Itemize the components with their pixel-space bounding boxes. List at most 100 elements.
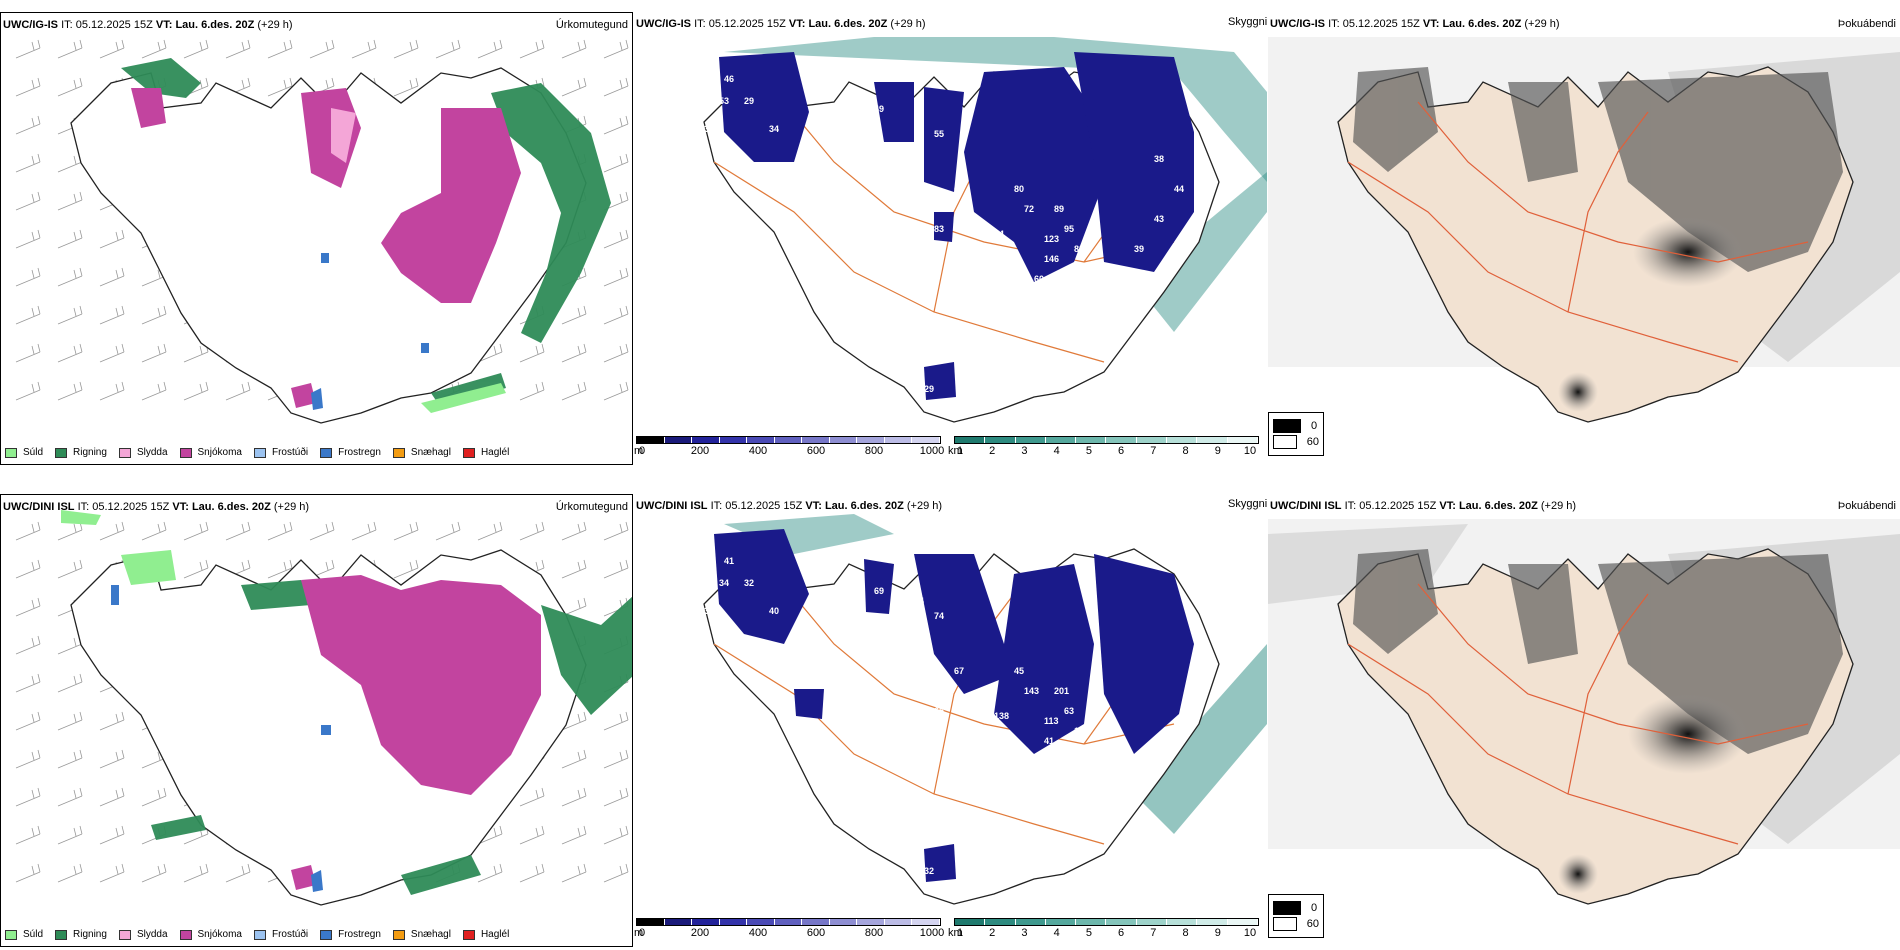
roads	[1347, 583, 1809, 845]
wind-barb	[15, 115, 41, 135]
wind-barb	[99, 863, 125, 883]
legend-swatch	[55, 929, 68, 940]
wind-barb	[57, 559, 83, 579]
wind-barb	[183, 559, 209, 579]
convection-label: 25	[1074, 746, 1084, 756]
colorbar-segment	[955, 919, 986, 925]
colorbar-tick: 400	[748, 445, 768, 457]
wind-barb	[477, 343, 503, 363]
wind-barb	[15, 305, 41, 325]
colorbar-tick: 800	[864, 927, 884, 939]
wind-barb	[519, 787, 545, 807]
wind-barb	[435, 521, 461, 541]
colorbar-segment	[802, 437, 830, 443]
wind-barb	[15, 77, 41, 97]
wind-barb	[57, 749, 83, 769]
wind-barb	[561, 77, 587, 97]
colorbar-segment	[1076, 919, 1107, 925]
convection-label: 83	[934, 224, 944, 234]
wind-barb	[519, 825, 545, 845]
fog-map-row2: UWC/DINI ISL IT: 05.12.2025 15Z VT: Lau.…	[1268, 494, 1900, 947]
convection-label: 40	[1094, 766, 1104, 776]
wind-barb	[57, 305, 83, 325]
wind-barb	[393, 77, 419, 97]
wind-barb	[519, 863, 545, 883]
wind-barb	[141, 787, 167, 807]
fog-map-row1: UWC/IG-IS IT: 05.12.2025 15Z VT: Lau. 6.…	[1268, 12, 1900, 465]
wind-barb	[393, 559, 419, 579]
wind-barb	[99, 267, 125, 287]
sky-map-svg: 46 53 29 38 34 57 45 51 77 49 45 55 65 54 83 48 80 44 72 89…	[703, 37, 1267, 423]
sky-title: Skyggni	[1228, 16, 1268, 28]
wind-barb	[225, 863, 251, 883]
colorbar-segment	[857, 437, 885, 443]
colorbar-segment	[1167, 437, 1198, 443]
wind-barb	[603, 153, 629, 173]
wind-barb	[15, 229, 41, 249]
convection-label: 38	[734, 636, 744, 646]
wind-barb	[15, 559, 41, 579]
convection-label: 45	[1014, 666, 1024, 676]
blue-convection	[714, 529, 1194, 882]
colorbar-tick: 600	[806, 927, 826, 939]
sky-title: Skyggni	[1228, 498, 1268, 510]
colorbar-tick: 200	[690, 445, 710, 457]
colorbar-segment	[912, 919, 941, 925]
convection-label: 49	[874, 104, 884, 114]
colorbar-segment	[719, 919, 748, 925]
cloud-colorbar: km 1 2 3 4 5 6 7 8 9 10	[948, 918, 1259, 941]
convection-label: 45	[914, 114, 924, 124]
map-header: UWC/DINI ISL IT: 05.12.2025 15Z VT: Lau.…	[3, 501, 310, 513]
convection-label: 63	[1064, 706, 1074, 716]
wind-barb	[99, 825, 125, 845]
wind-barb	[57, 77, 83, 97]
precip-title: Úrkomutegund	[555, 19, 628, 31]
wind-barb	[351, 521, 377, 541]
convection-label: 57	[734, 154, 744, 164]
convection-label: 146	[1014, 746, 1029, 756]
convection-label: 38	[1154, 154, 1164, 164]
convection-label: 35	[994, 756, 1004, 766]
legend-item: Rigning	[55, 929, 107, 940]
colorbar-segment	[985, 919, 1016, 925]
wind-barb	[99, 711, 125, 731]
precip-legend: Súld Rigning Slydda Snjókoma Frostúði Frostre…	[5, 929, 509, 940]
height-colorbar: m 0 200 400 600 800 1000	[634, 918, 944, 941]
legend-item: Haglél	[462, 929, 509, 940]
convection-label: 82	[924, 676, 934, 686]
legend-swatch	[462, 929, 475, 940]
bw-label: 60	[1306, 918, 1319, 930]
colorbar-segment	[719, 437, 748, 443]
legend-swatch	[392, 447, 405, 458]
wind-barb	[603, 521, 629, 541]
colorbar-segment	[1197, 437, 1228, 443]
convection-label: 51	[984, 726, 994, 736]
colorbar-segment	[857, 919, 885, 925]
precip-freezing	[311, 253, 429, 410]
wind-barb	[603, 749, 629, 769]
wind-barb	[57, 825, 83, 845]
convection-label: 44	[914, 596, 924, 606]
wind-barb	[15, 787, 41, 807]
colorbar-tick: 8	[1182, 927, 1189, 939]
convection-label: 113	[1044, 716, 1059, 726]
colorbar-tick: 6	[1118, 927, 1125, 939]
wind-barb	[603, 825, 629, 845]
legend-item: Snæhagl	[392, 929, 451, 940]
colorbar-tick: 1000	[919, 445, 945, 457]
wind-barb	[267, 39, 293, 59]
bw-swatch	[1273, 917, 1297, 931]
fog-map-svg	[1268, 37, 1900, 423]
wind-barb	[141, 521, 167, 541]
height-colorbar: m 0 200 400 600 800 1000	[634, 436, 945, 459]
wind-barb	[57, 521, 83, 541]
colorbar-segment	[774, 437, 803, 443]
colorbar-tick: 4	[1053, 445, 1060, 457]
wind-barb	[477, 825, 503, 845]
wind-barb	[57, 673, 83, 693]
wind-barb	[519, 521, 545, 541]
legend-item: Snjókoma	[179, 929, 242, 940]
cloud-colorbar: km 1 2 3 4 5 6 7 8 9 10	[948, 436, 1259, 459]
wind-barb	[351, 39, 377, 59]
wind-barb	[99, 521, 125, 541]
